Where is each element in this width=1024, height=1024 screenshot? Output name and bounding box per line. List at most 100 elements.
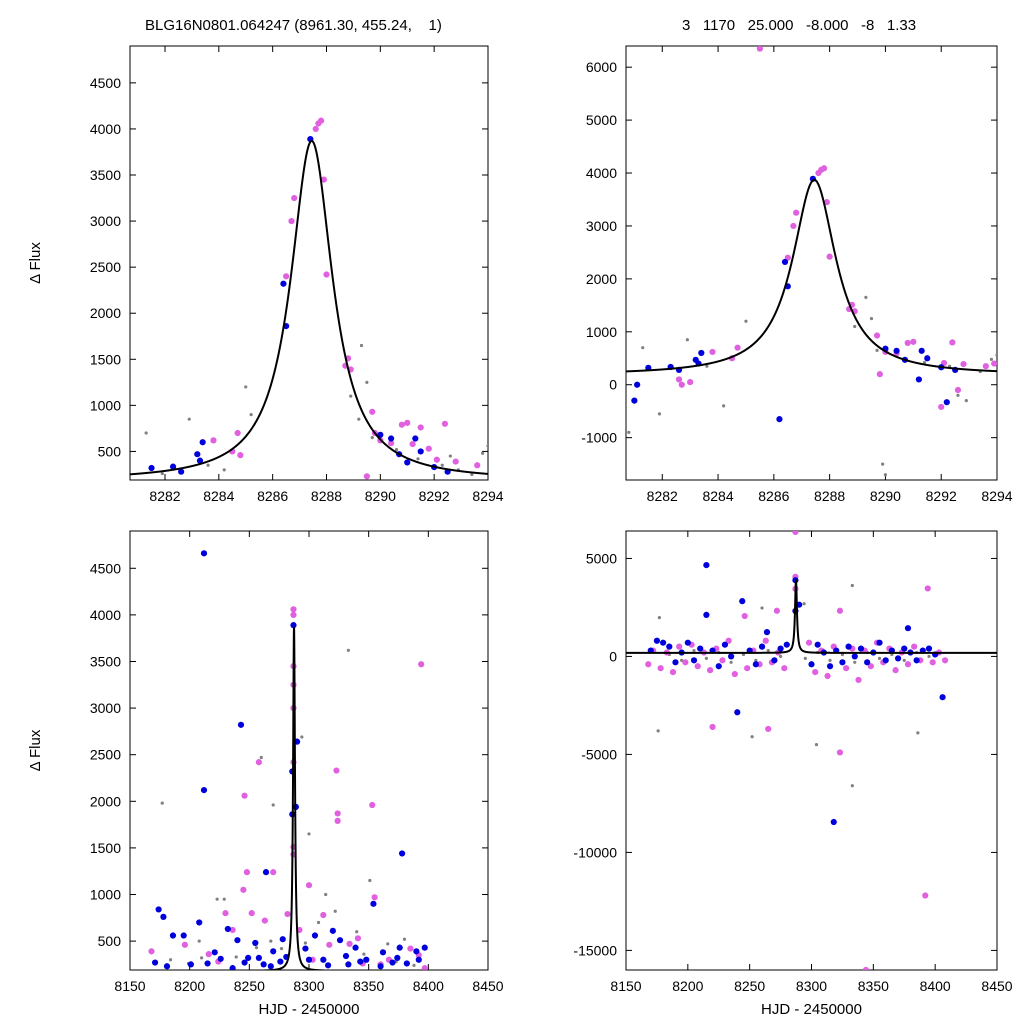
data-point <box>814 743 819 747</box>
data-point <box>342 952 350 960</box>
data-point <box>869 316 874 321</box>
data-point <box>781 258 789 266</box>
y-tick-label: 6000 <box>586 59 617 75</box>
data-point <box>369 408 376 415</box>
data-point <box>776 416 783 423</box>
data-point <box>148 948 155 955</box>
plot-area <box>626 531 997 970</box>
data-point <box>249 412 253 417</box>
y-tick-label: -1000 <box>581 430 617 446</box>
data-point <box>222 468 226 472</box>
x-tick-label: 8292 <box>419 488 450 504</box>
data-point <box>660 639 667 646</box>
data-point <box>657 412 662 416</box>
data-point <box>387 435 395 442</box>
data-point <box>719 657 726 664</box>
y-tick-label: 3000 <box>90 700 121 716</box>
data-point <box>916 731 920 735</box>
y-tick-label: -15000 <box>573 942 617 958</box>
data-point <box>883 473 888 477</box>
data-point <box>949 339 956 346</box>
data-point <box>843 665 850 672</box>
data-point <box>345 961 352 968</box>
y-tick-label: 2500 <box>90 747 121 763</box>
data-point <box>237 721 245 728</box>
data-point <box>721 641 729 648</box>
data-point <box>210 437 217 444</box>
model-curve <box>626 578 997 654</box>
x-tick-label: 8290 <box>870 488 901 504</box>
data-point <box>363 473 370 480</box>
data-point <box>290 606 297 613</box>
data-point <box>857 645 865 652</box>
y-tick-label: 1000 <box>90 397 121 413</box>
data-point <box>320 956 327 963</box>
data-point <box>403 960 410 967</box>
y-tick-label: 3000 <box>90 213 121 229</box>
data-point <box>956 393 960 397</box>
x-tick-label: 8282 <box>149 488 180 504</box>
y-tick-label: 2000 <box>586 271 617 287</box>
data-point <box>394 447 399 452</box>
data-point <box>148 464 155 472</box>
data-point <box>783 641 790 648</box>
data-point <box>396 944 403 951</box>
data-point <box>260 961 267 968</box>
data-point <box>421 965 428 970</box>
y-tick-label: 5000 <box>586 550 617 566</box>
x-tick-label: 8350 <box>858 978 889 994</box>
data-point <box>913 657 920 664</box>
data-point <box>346 648 350 652</box>
data-point <box>440 463 444 467</box>
data-point <box>750 735 754 739</box>
x-tick-label: 8294 <box>981 488 1012 504</box>
data-point <box>222 897 226 901</box>
data-point <box>217 955 224 962</box>
data-point <box>368 878 372 883</box>
data-point <box>259 755 263 760</box>
data-point <box>995 353 997 357</box>
y-tick-label: 4000 <box>90 607 121 623</box>
data-point <box>954 386 962 394</box>
data-point <box>187 417 191 421</box>
data-point <box>205 951 212 958</box>
data-point <box>922 892 929 899</box>
data-point <box>300 735 304 739</box>
data-point <box>277 958 284 965</box>
data-point <box>355 930 359 934</box>
data-point <box>734 344 741 351</box>
data-point <box>369 801 376 809</box>
data-point <box>363 956 370 963</box>
data-point <box>812 669 819 676</box>
x-tick-label: 8286 <box>758 488 789 504</box>
x-tick-label: 8250 <box>234 978 265 994</box>
y-tick-label: 4000 <box>586 165 617 181</box>
data-point <box>200 956 204 960</box>
data-point <box>261 917 268 924</box>
data-point <box>656 729 660 733</box>
data-point <box>255 954 262 961</box>
data-point <box>357 958 364 965</box>
data-point <box>802 602 806 606</box>
data-point <box>404 459 411 466</box>
data-point <box>876 371 883 378</box>
data-point <box>989 357 994 361</box>
x-tick-label: 8450 <box>472 978 503 994</box>
data-point <box>709 723 716 731</box>
data-point <box>781 665 788 672</box>
data-point <box>407 945 414 952</box>
data-point <box>645 661 652 668</box>
data-point <box>684 639 691 646</box>
data-point <box>839 659 846 666</box>
data-point <box>706 667 714 674</box>
data-point <box>307 832 311 836</box>
data-point <box>365 380 369 384</box>
data-point <box>346 940 353 948</box>
x-tick-label: 8400 <box>413 978 444 994</box>
data-point <box>925 645 933 652</box>
data-point <box>417 424 424 431</box>
data-point <box>199 439 206 446</box>
data-point <box>271 803 275 807</box>
data-point <box>433 456 440 463</box>
